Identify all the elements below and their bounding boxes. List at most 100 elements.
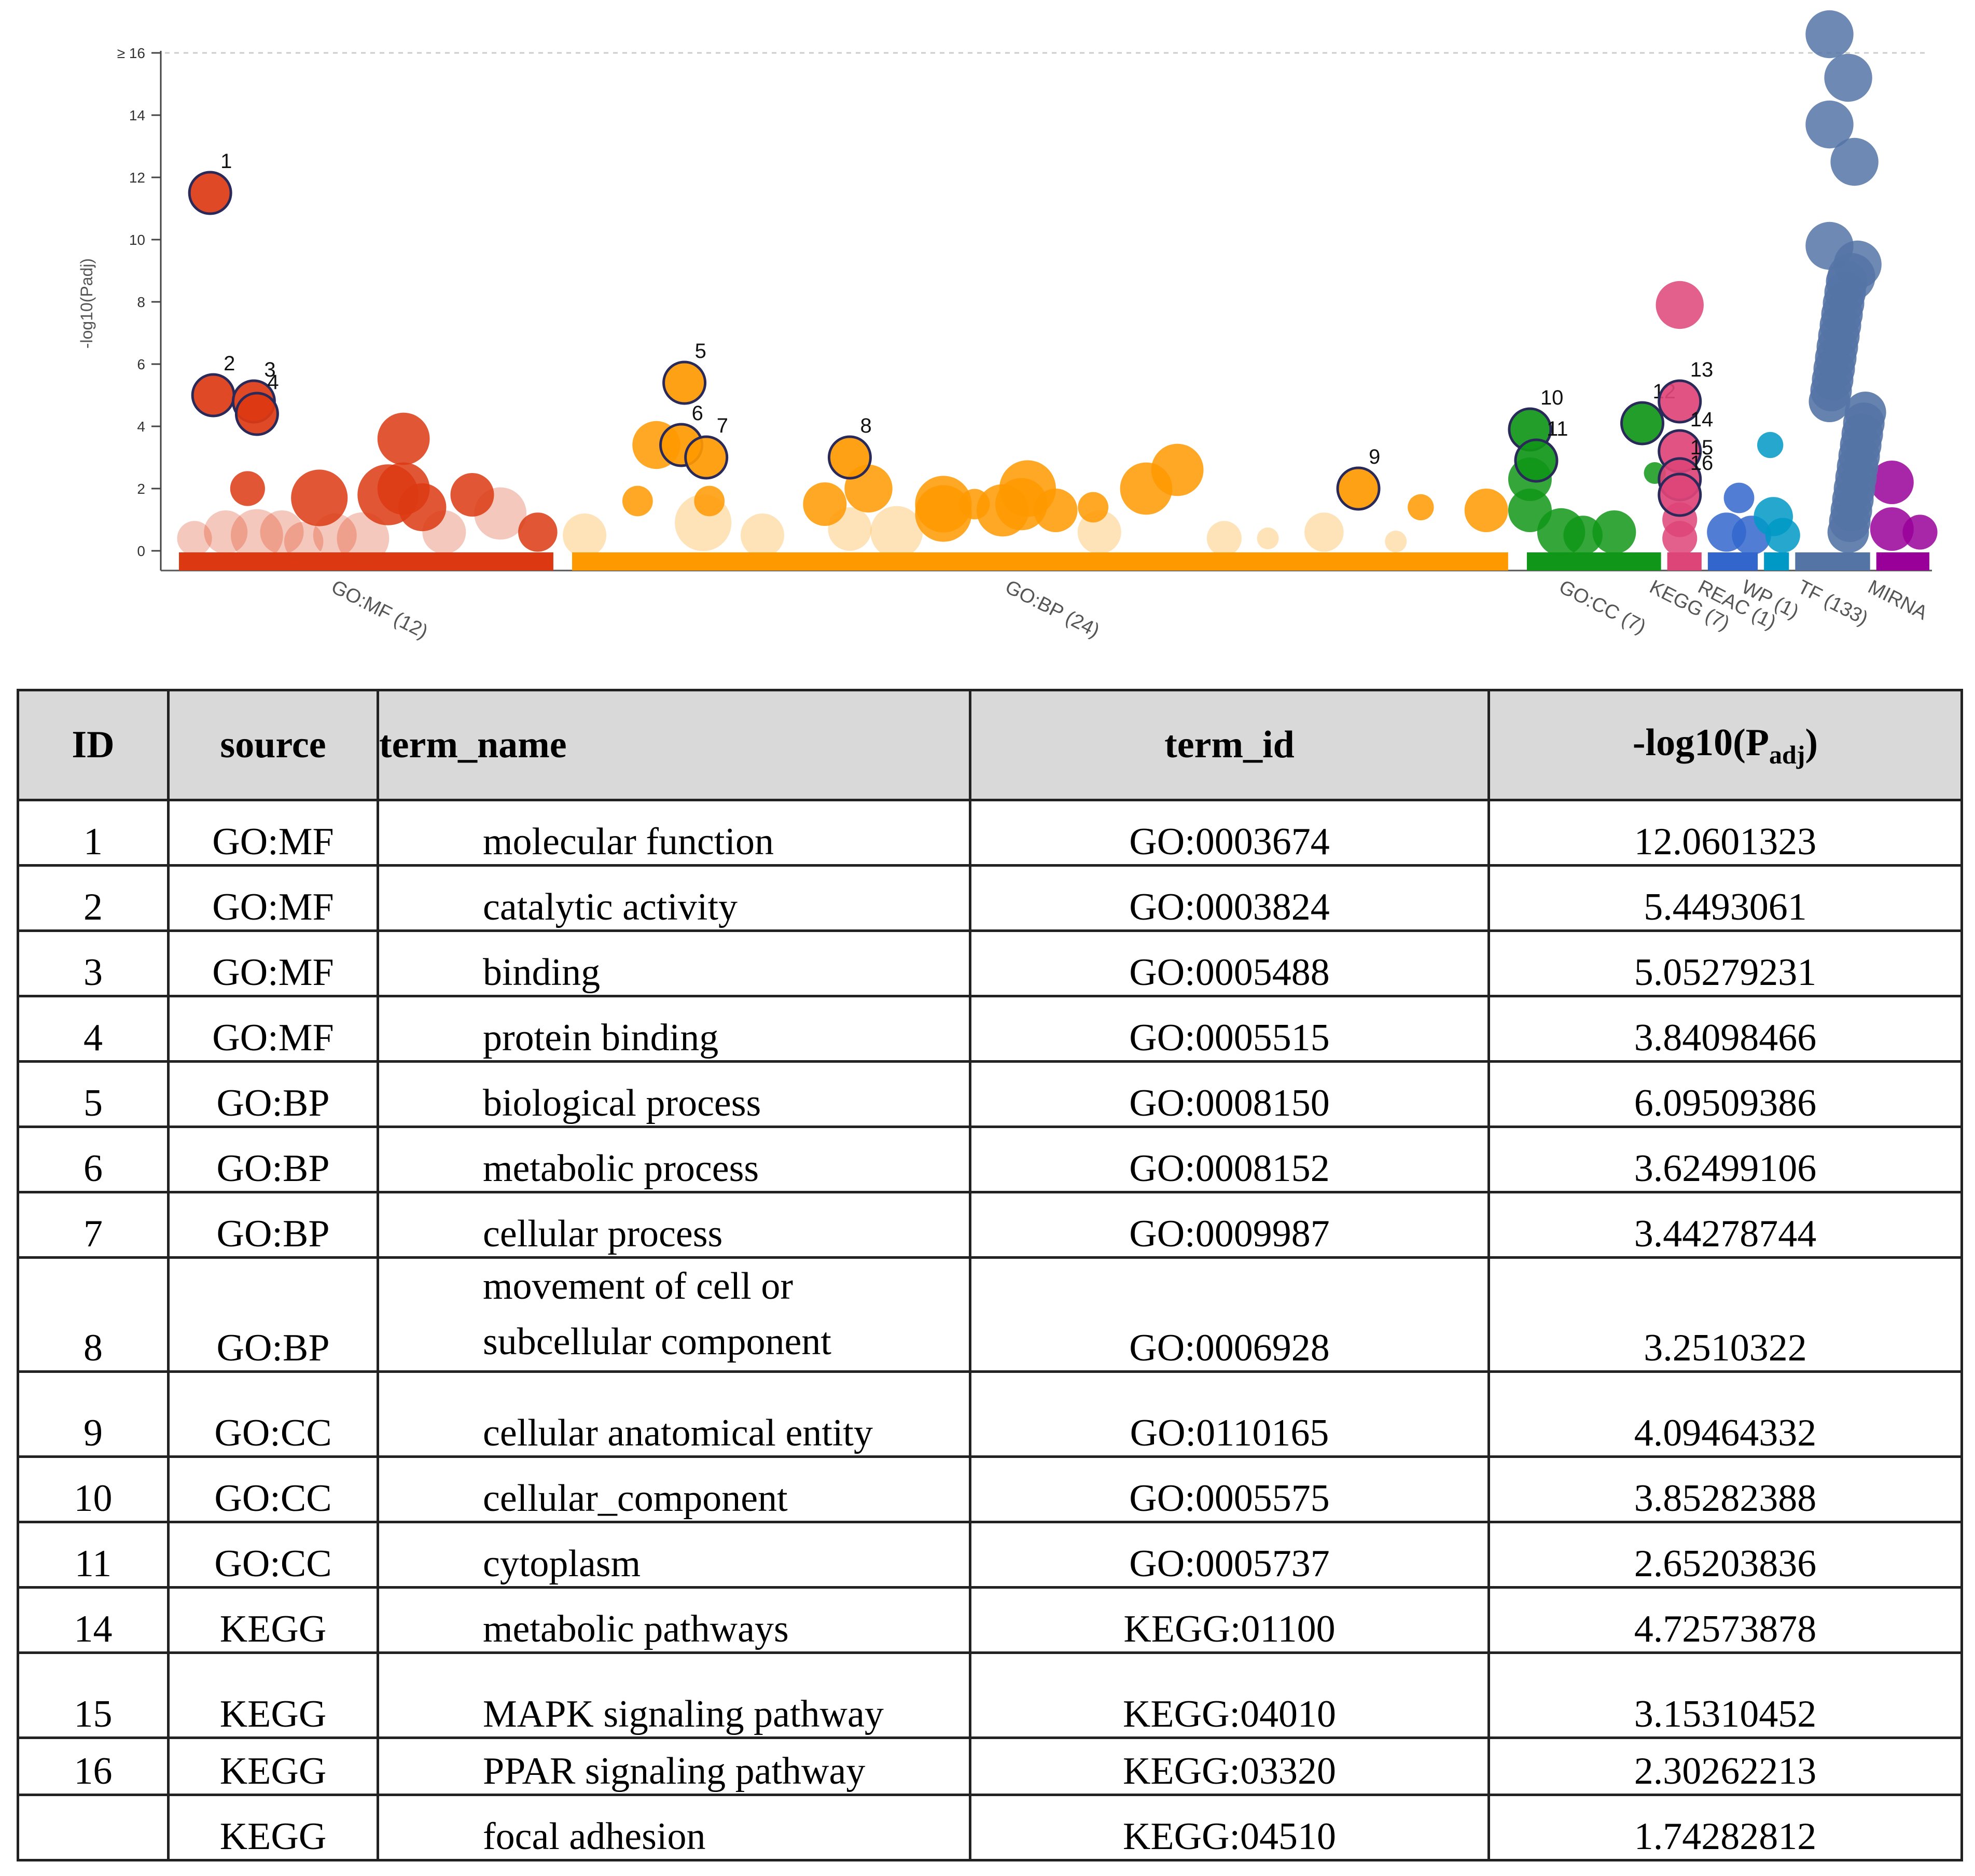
cell-source: KEGG	[167, 1586, 379, 1654]
table-header-row: ID source term_name term_id -log10(Padj)	[17, 689, 1963, 801]
y-tick-label: 14	[129, 107, 145, 123]
cell-term-id: GO:0005575	[969, 1455, 1490, 1523]
data-point	[231, 509, 283, 562]
cell-id: 16	[17, 1736, 170, 1796]
category-label: TF (133)	[1794, 576, 1871, 630]
highlighted-point-label: 14	[1690, 408, 1714, 431]
category-label: GO:BP (24)	[1002, 576, 1103, 642]
cell-value: 4.72573878	[1487, 1586, 1963, 1654]
data-point	[741, 513, 784, 557]
table-row: 5 GO:BP biological process GO:0008150 6.0950…	[17, 1060, 1963, 1128]
table-row: 9 GO:CC cellular anatomical entity GO:01101…	[17, 1370, 1963, 1458]
table-row: 7 GO:BP cellular process GO:0009987 3.442787…	[17, 1191, 1963, 1259]
data-point	[1656, 281, 1704, 329]
cell-id: 6	[17, 1125, 170, 1193]
cell-term-id: GO:0003824	[969, 864, 1490, 932]
data-point	[518, 512, 558, 552]
data-point	[1304, 512, 1344, 552]
cell-value: 1.74282812	[1487, 1793, 1963, 1861]
cell-term-name: molecular function	[377, 799, 971, 867]
y-tick-label: 12	[129, 170, 145, 186]
cell-source: KEGG	[167, 1736, 379, 1796]
y-axis-label: -log10(Padj)	[77, 258, 96, 349]
highlighted-point	[827, 435, 872, 480]
cell-term-name: cellular process	[377, 1191, 971, 1259]
data-point	[337, 512, 390, 565]
highlighted-point-label: 11	[1547, 418, 1568, 440]
data-point	[1870, 507, 1914, 551]
cell-term-id: GO:0005737	[969, 1520, 1490, 1589]
cell-term-id: GO:0005488	[969, 929, 1490, 997]
data-point	[1034, 489, 1078, 532]
cell-source: GO:MF	[167, 864, 379, 932]
data-point	[230, 471, 265, 506]
table-row: 14 KEGG metabolic pathways KEGG:01100 4.7257…	[17, 1586, 1963, 1654]
y-tick-label: 6	[137, 356, 145, 372]
data-point	[563, 513, 607, 557]
cell-source: GO:CC	[167, 1520, 379, 1589]
cell-value: 3.15310452	[1487, 1651, 1963, 1739]
cell-term-id: GO:0008150	[969, 1060, 1490, 1128]
header-id: ID	[17, 689, 170, 801]
cell-term-id: KEGG:03320	[969, 1736, 1490, 1796]
cell-source: GO:MF	[167, 929, 379, 997]
data-point	[1592, 510, 1636, 554]
table-row: 6 GO:BP metabolic process GO:0008152 3.62499…	[17, 1125, 1963, 1193]
header-term-name: term_name	[377, 689, 971, 801]
cell-term-name: cytoplasm	[377, 1520, 971, 1589]
table-row: 2 GO:MF catalytic activity GO:0003824 5.4493…	[17, 864, 1963, 932]
cell-id: 8	[17, 1256, 170, 1373]
cell-term-name: movement of cell or subcellular componen…	[377, 1256, 971, 1373]
data-point	[694, 485, 725, 517]
cell-source: KEGG	[167, 1793, 379, 1861]
highlighted-point	[684, 435, 729, 480]
y-tick-label: ≥ 16	[117, 45, 145, 61]
category-bar	[1707, 552, 1758, 571]
cell-value: 3.85282388	[1487, 1455, 1963, 1523]
cell-term-id: KEGG:04010	[969, 1651, 1490, 1739]
cell-id: 15	[17, 1651, 170, 1739]
cell-value: 3.2510322	[1487, 1256, 1963, 1373]
enrichment-table-container: ID source term_name term_id -log10(Padj)…	[17, 689, 1963, 1861]
category-bar	[1876, 552, 1929, 571]
category-label: MIRNA	[1865, 576, 1931, 624]
cell-term-id: GO:0006928	[969, 1256, 1490, 1373]
data-point	[1464, 489, 1508, 532]
cell-term-id: GO:0005515	[969, 995, 1490, 1063]
highlighted-point	[188, 171, 232, 215]
table-row: KEGG focal adhesion KEGG:04510 1.74282812	[17, 1793, 1963, 1861]
highlighted-point	[1336, 466, 1381, 511]
header-value-sub: adj	[1769, 740, 1805, 769]
cell-term-name: MAPK signaling pathway	[377, 1651, 971, 1739]
data-point	[1078, 492, 1109, 523]
cell-term-id: GO:0110165	[969, 1370, 1490, 1458]
data-point	[1257, 527, 1279, 549]
cell-term-id: KEGG:01100	[969, 1586, 1490, 1654]
data-point	[1206, 521, 1242, 556]
cell-source: GO:CC	[167, 1370, 379, 1458]
highlighted-point	[1658, 379, 1702, 424]
data-point	[1830, 137, 1879, 186]
data-point	[284, 522, 324, 561]
y-tick-label: 10	[129, 232, 145, 248]
cell-id: 14	[17, 1586, 170, 1654]
data-point	[1408, 494, 1434, 521]
category-bar	[1526, 552, 1661, 571]
cell-term-name: binding	[377, 929, 971, 997]
data-point	[1662, 521, 1698, 556]
data-point	[995, 478, 1048, 531]
cell-term-id: GO:0008152	[969, 1125, 1490, 1193]
data-point	[1824, 53, 1872, 102]
y-tick-label: 8	[137, 294, 145, 310]
cell-term-name: metabolic process	[377, 1125, 971, 1193]
data-point	[450, 473, 494, 517]
header-value: -log10(Padj)	[1487, 689, 1963, 801]
cell-id: 11	[17, 1520, 170, 1589]
cell-source: GO:BP	[167, 1256, 379, 1373]
cell-id: 1	[17, 799, 170, 867]
cell-source: GO:MF	[167, 799, 379, 867]
cell-value: 6.09509386	[1487, 1060, 1963, 1128]
cell-value: 3.44278744	[1487, 1191, 1963, 1259]
cell-term-name: protein binding	[377, 995, 971, 1063]
category-bar	[572, 552, 1508, 571]
